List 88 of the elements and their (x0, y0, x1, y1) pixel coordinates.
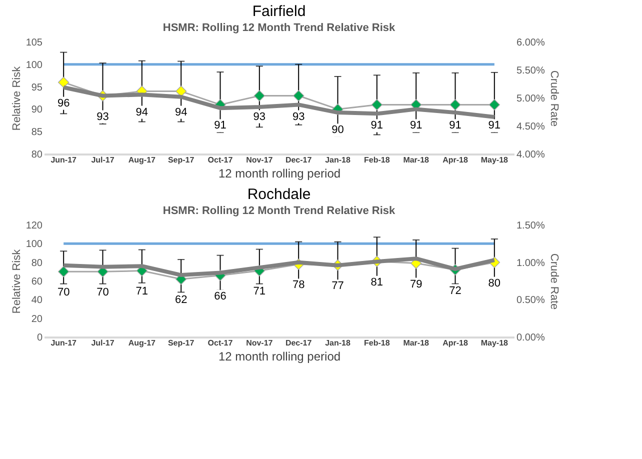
y-tick-label: 80 (31, 258, 43, 269)
data-label: 62 (174, 294, 188, 306)
data-label: 79 (410, 278, 422, 290)
data-label: 72 (449, 284, 462, 297)
x-tick-label: Oct-17 (208, 338, 234, 348)
data-label: 90 (332, 124, 344, 136)
point (488, 99, 500, 110)
x-axis-title: 12 month rolling period (218, 350, 341, 364)
x-tick-label: Mar-18 (403, 156, 430, 164)
y2-tick-label: 4.00% (516, 150, 545, 160)
x-tick-label: Mar-18 (403, 338, 430, 348)
x-tick-label: Jul-17 (91, 338, 115, 348)
data-label: 70 (96, 286, 109, 299)
y-axis-title: Relative Risk (10, 66, 23, 131)
x-tick-label: Apr-18 (442, 338, 468, 348)
data-label: 66 (214, 290, 226, 302)
y-tick-label: 60 (31, 276, 43, 288)
point (58, 76, 70, 88)
x-tick-label: May-18 (480, 338, 509, 348)
data-label: 91 (370, 120, 384, 132)
data-label: 70 (57, 286, 70, 299)
data-label: 94 (174, 106, 188, 118)
x-tick-label: Feb-18 (364, 156, 390, 164)
point (58, 266, 70, 278)
y2-tick-label: 5.00% (516, 94, 545, 104)
chart-title: Rochdale (247, 186, 311, 203)
x-tick-label: Aug-17 (128, 338, 156, 348)
chart-subtitle: HSMR: Rolling 12 Month Trend Relative Risk (162, 205, 396, 217)
x-tick-label: Apr-18 (442, 156, 468, 164)
y-tick-label: 85 (31, 127, 43, 138)
y2-tick-label: 4.50% (516, 122, 545, 132)
x-tick-label: Oct-17 (208, 156, 234, 164)
point (450, 99, 461, 110)
y2-tick-label: 6.00% (516, 38, 545, 48)
point (371, 99, 383, 110)
y2-axis-title: Crude Rate (548, 70, 560, 127)
x-tick-label: Nov-17 (246, 156, 274, 164)
data-label: 96 (57, 97, 70, 110)
data-label: 81 (370, 276, 384, 288)
x-tick-label: Jul-17 (91, 156, 115, 164)
y-tick-label: 120 (26, 220, 43, 232)
chart-title: Fairfield (252, 3, 306, 20)
data-label: 91 (214, 120, 226, 132)
y-tick-label: 100 (26, 239, 43, 250)
y2-tick-label: 5.50% (516, 66, 545, 76)
x-tick-label: Jun-17 (50, 338, 78, 348)
y2-axis-title: Crude Rate (548, 253, 560, 310)
data-label: 78 (292, 279, 305, 292)
data-label: 91 (488, 120, 501, 132)
x-tick-label: Jun-17 (50, 156, 78, 164)
y-tick-label: 100 (26, 60, 43, 71)
data-label: 80 (488, 277, 501, 290)
point (292, 90, 304, 102)
x-tick-label: Dec-17 (285, 156, 312, 164)
y-axis-title: Relative Risk (10, 248, 23, 314)
data-label: 91 (410, 120, 422, 132)
x-tick-label: Aug-17 (128, 156, 156, 164)
chart-subtitle: HSMR: Rolling 12 Month Trend Relative Risk (162, 22, 396, 34)
y-tick-label: 0 (36, 332, 43, 344)
point (254, 90, 266, 102)
x-axis-title: 12 month rolling period (218, 166, 341, 180)
x-tick-label: Feb-18 (364, 338, 390, 348)
y2-tick-label: 1.00% (516, 258, 545, 269)
data-label: 93 (253, 110, 266, 123)
y2-tick-label: 0.50% (516, 295, 545, 306)
y-tick-label: 20 (31, 314, 43, 325)
x-tick-label: May-18 (480, 156, 509, 164)
x-tick-label: Nov-17 (246, 338, 274, 348)
x-tick-label: Jan-18 (325, 338, 351, 348)
data-label: 91 (449, 120, 462, 132)
y-tick-label: 40 (31, 295, 43, 306)
x-tick-label: Sep-17 (168, 338, 195, 348)
data-label: 93 (292, 110, 305, 123)
x-tick-label: Dec-17 (285, 338, 312, 348)
point (175, 86, 187, 97)
y2-tick-label: 1.50% (516, 220, 545, 232)
x-tick-label: Sep-17 (168, 156, 195, 164)
data-label: 94 (136, 106, 148, 118)
data-label: 93 (96, 110, 109, 123)
data-label: 71 (136, 286, 148, 298)
x-tick-label: Jan-18 (325, 156, 351, 164)
y2-tick-label: 0.00% (516, 332, 545, 344)
y-tick-label: 80 (31, 150, 43, 160)
data-label: 71 (253, 286, 266, 298)
y-tick-label: 95 (31, 82, 43, 94)
y-tick-label: 90 (31, 104, 43, 116)
data-label: 77 (332, 280, 344, 292)
y-tick-label: 105 (26, 38, 43, 48)
